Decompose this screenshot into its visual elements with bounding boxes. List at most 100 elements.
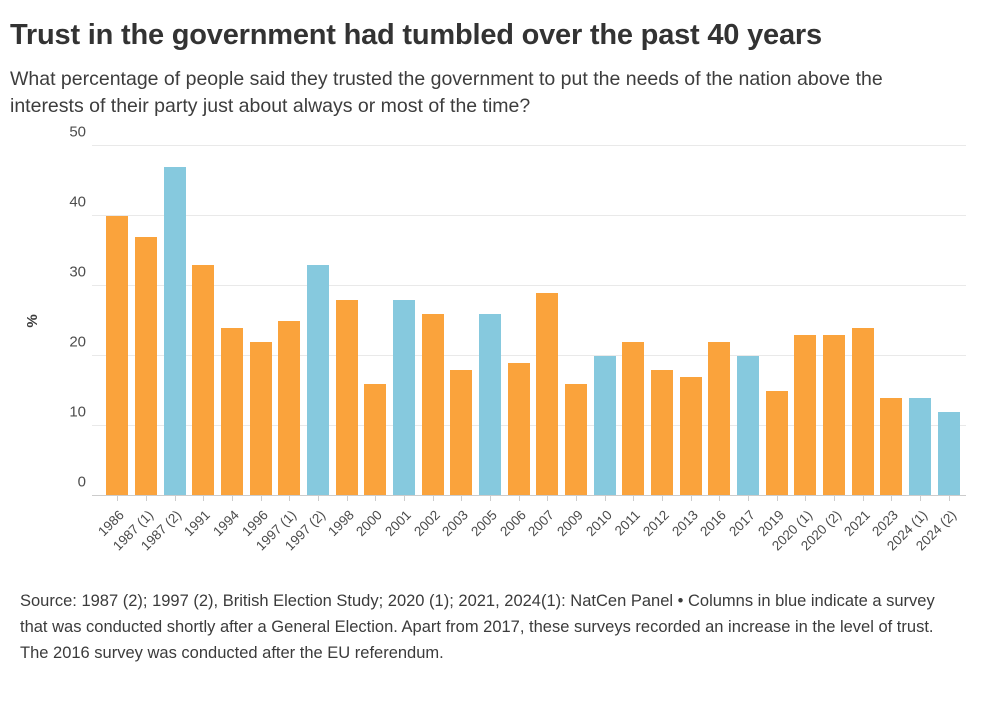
bar-column: 2020 (2)	[798, 146, 849, 553]
bar-column: 1994	[210, 146, 247, 539]
x-tick-mark	[891, 496, 893, 501]
x-tick-mark	[404, 496, 406, 501]
x-tick-mark	[318, 496, 320, 501]
bar-1991[interactable]	[192, 265, 215, 496]
bar-2007[interactable]	[536, 293, 559, 496]
gridline	[92, 285, 966, 286]
x-tick-mark	[690, 496, 692, 501]
x-tick-label: 1991	[181, 507, 214, 540]
bar-2016[interactable]	[708, 342, 731, 496]
y-tick-label: 50	[69, 123, 86, 140]
x-tick-mark	[547, 496, 549, 501]
bar-2003[interactable]	[450, 370, 473, 496]
gridline	[92, 355, 966, 356]
x-tick-mark	[662, 496, 664, 501]
x-tick-label: 2011	[612, 507, 644, 539]
x-tick-label: 2005	[468, 507, 500, 540]
bar-2001[interactable]	[393, 300, 416, 496]
bar-column: 2007	[525, 146, 562, 539]
bar-column: 1997 (2)	[282, 146, 333, 553]
bar-2023[interactable]	[880, 398, 903, 496]
chart-subtitle: What percentage of people said they trus…	[10, 68, 883, 117]
x-tick-label: 2003	[439, 507, 472, 540]
y-tick-label: 20	[69, 333, 86, 350]
bar-column: 2024 (1)	[884, 146, 935, 553]
bar-chart: % 0 10 20 30 40 50 1986 1987 (1) 1987 (2) 1991 199…	[20, 124, 966, 666]
x-tick-mark	[948, 496, 950, 501]
bar-column: 1987 (1)	[110, 146, 161, 553]
x-tick-mark	[375, 496, 377, 501]
x-tick-label: 2009	[554, 507, 586, 540]
x-tick-label: 2013	[668, 507, 701, 540]
y-tick-label: 10	[69, 403, 86, 420]
bar-column: 1987 (2)	[138, 146, 189, 553]
bar-column: 2009	[554, 146, 591, 539]
x-tick-label: 2016	[697, 507, 730, 540]
gridline	[92, 145, 966, 146]
x-tick-mark	[719, 496, 721, 501]
bar-1987-2[interactable]	[163, 167, 186, 496]
bar-column: 2001	[382, 146, 419, 539]
bar-1997-1[interactable]	[278, 321, 301, 496]
bar-2009[interactable]	[565, 384, 588, 496]
bar-2010[interactable]	[593, 356, 616, 496]
x-tick-mark	[748, 496, 750, 501]
bar-1996[interactable]	[249, 342, 272, 496]
bar-2017[interactable]	[737, 356, 760, 496]
gridline	[92, 215, 966, 216]
x-tick-label: 2002	[410, 507, 443, 540]
bars-container: 1986 1987 (1) 1987 (2) 1991 1994 1996 1997 (1)…	[95, 146, 966, 553]
bar-column: 2005	[468, 146, 505, 539]
page-title: Trust in the government had tumbled over…	[10, 19, 822, 51]
x-tick-mark	[490, 496, 492, 501]
bar-column: 1996	[239, 146, 275, 539]
bar-2012[interactable]	[651, 370, 674, 496]
bar-2019[interactable]	[765, 391, 788, 496]
bar-1994[interactable]	[221, 328, 244, 496]
bar-column: 1986	[95, 146, 132, 539]
x-tick-label: 1998	[324, 507, 357, 540]
bar-1986[interactable]	[106, 216, 129, 496]
x-tick-mark	[289, 496, 291, 501]
bar-1997-2[interactable]	[307, 265, 330, 496]
bar-2002[interactable]	[421, 314, 444, 496]
bar-2020-1[interactable]	[794, 335, 817, 496]
bar-2024-2[interactable]	[937, 412, 960, 496]
plot-area: % 0 10 20 30 40 50 1986 1987 (1) 1987 (2) 1991 199…	[24, 124, 966, 553]
bar-1998[interactable]	[335, 300, 358, 496]
x-tick-mark	[174, 496, 176, 501]
y-tick-label: 0	[77, 473, 86, 490]
x-tick-mark	[203, 496, 205, 501]
bar-column: 1998	[325, 146, 361, 539]
bar-2005[interactable]	[479, 314, 502, 496]
bar-column: 2002	[411, 146, 447, 539]
bar-2006[interactable]	[507, 363, 530, 496]
bar-column: 2000	[353, 146, 390, 539]
y-axis-title: %	[24, 314, 42, 328]
x-tick-mark	[633, 496, 635, 501]
x-tick-label: 2007	[525, 507, 558, 540]
x-tick-mark	[260, 496, 262, 501]
bar-2000[interactable]	[364, 384, 387, 496]
bar-column: 2017	[726, 146, 763, 539]
bar-2020-2[interactable]	[823, 335, 846, 496]
bar-2024-1[interactable]	[909, 398, 932, 496]
x-tick-mark	[346, 496, 348, 501]
bar-column: 2016	[697, 146, 734, 539]
x-tick-mark	[834, 496, 836, 501]
bar-column: 2006	[497, 146, 533, 539]
bar-2021[interactable]	[851, 328, 874, 496]
x-tick-mark	[776, 496, 778, 501]
bar-column: 2021	[841, 146, 877, 539]
x-tick-mark	[461, 496, 463, 501]
x-tick-label: 2001	[382, 507, 414, 540]
bar-2011[interactable]	[622, 342, 645, 496]
x-tick-mark	[518, 496, 520, 501]
x-tick-label: 1994	[210, 507, 242, 540]
bar-2013[interactable]	[679, 377, 702, 496]
x-axis-baseline	[92, 495, 966, 496]
bar-column: 2023	[870, 146, 906, 539]
x-tick-label: 2006	[496, 507, 529, 540]
bar-1987-1[interactable]	[135, 237, 157, 496]
